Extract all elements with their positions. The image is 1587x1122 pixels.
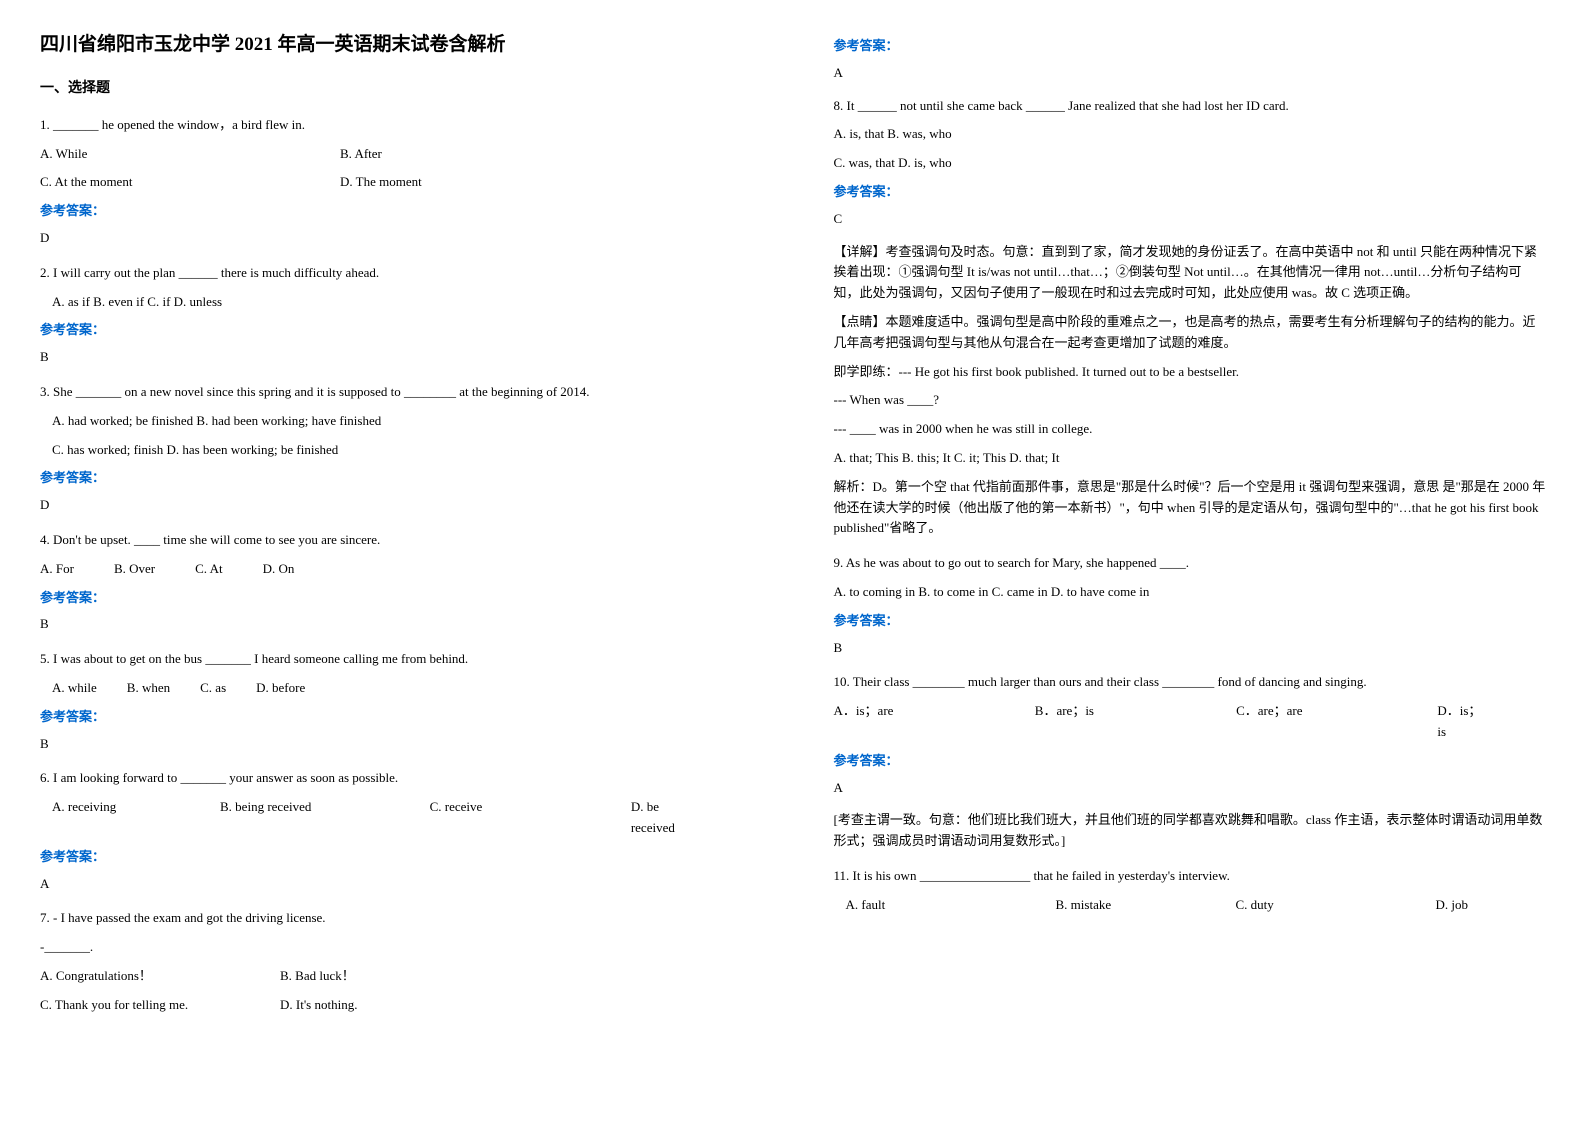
q1-options-row2: C. At the moment D. The moment: [40, 172, 754, 193]
question-4: 4. Don't be upset. ____ time she will co…: [40, 530, 754, 635]
q4-optA: A. For: [40, 559, 74, 580]
q8-exp1: 【详解】考查强调句及时态。句意：直到到了家，简才发现她的身份证丢了。在高中英语中…: [834, 242, 1548, 304]
q9-text: 9. As he was about to go out to search f…: [834, 553, 1548, 574]
q1-optB: B. After: [340, 144, 382, 165]
q6-text: 6. I am looking forward to _______ your …: [40, 768, 754, 789]
q7-text2: -_______.: [40, 937, 754, 958]
q4-optB: B. Over: [114, 559, 155, 580]
q6-optD: D. be received: [631, 797, 694, 839]
question-8: 8. It ______ not until she came back ___…: [834, 96, 1548, 540]
q6-optA: A. receiving: [52, 797, 160, 839]
q7-answer-label: 参考答案：: [834, 36, 1548, 57]
q4-options: A. For B. Over C. At D. On: [40, 559, 754, 580]
q1-optC: C. At the moment: [40, 172, 280, 193]
q11-text: 11. It is his own _________________ that…: [834, 866, 1548, 887]
q7-options-row2: C. Thank you for telling me. D. It's not…: [40, 995, 754, 1016]
q1-options-row1: A. While B. After: [40, 144, 754, 165]
q8-options1: A. is, that B. was, who: [834, 124, 1548, 145]
q7-optD: D. It's nothing.: [280, 995, 357, 1016]
q2-answer: B: [40, 347, 754, 368]
q4-answer-label: 参考答案：: [40, 588, 754, 609]
q7-text: 7. - I have passed the exam and got the …: [40, 908, 754, 929]
question-1: 1. _______ he opened the window，a bird f…: [40, 115, 754, 249]
q11-options: A. fault B. mistake C. duty D. job: [846, 895, 1548, 916]
q5-options: A. while B. when C. as D. before: [52, 678, 754, 699]
q8-exp2: 【点睛】本题难度适中。强调句型是高中阶段的重难点之一，也是高考的热点，需要考生有…: [834, 312, 1548, 354]
q7-options-row1: A. Congratulations！ B. Bad luck！: [40, 966, 754, 987]
q8-exp3: 即学即练：--- He got his first book published…: [834, 362, 1548, 383]
q8-answer: C: [834, 209, 1548, 230]
q8-answer-label: 参考答案：: [834, 182, 1548, 203]
q10-answer-label: 参考答案：: [834, 751, 1548, 772]
q10-options: A．is；are B．are；is C．are；are D．is；is: [834, 701, 1548, 743]
q5-optB: B. when: [127, 678, 170, 699]
q5-answer-label: 参考答案：: [40, 707, 754, 728]
q9-options: A. to coming in B. to come in C. came in…: [834, 582, 1548, 603]
q11-optB: B. mistake: [1056, 895, 1176, 916]
question-10: 10. Their class ________ much larger tha…: [834, 672, 1548, 852]
q7-answer: A: [834, 63, 1548, 84]
q8-text: 8. It ______ not until she came back ___…: [834, 96, 1548, 117]
q8-exp6: A. that; This B. this; It C. it; This D.…: [834, 448, 1548, 469]
q1-optA: A. While: [40, 144, 280, 165]
q2-answer-label: 参考答案：: [40, 320, 754, 341]
q10-optD: D．is；is: [1437, 701, 1487, 743]
q5-optD: D. before: [256, 678, 305, 699]
left-column: 四川省绵阳市玉龙中学 2021 年高一英语期末试卷含解析 一、选择题 1. __…: [0, 0, 794, 1122]
q5-answer: B: [40, 734, 754, 755]
q3-answer: D: [40, 495, 754, 516]
q1-text: 1. _______ he opened the window，a bird f…: [40, 115, 754, 136]
q8-exp7: 解析：D。第一个空 that 代指前面那件事，意思是"那是什么时候"？后一个空是…: [834, 477, 1548, 539]
q4-answer: B: [40, 614, 754, 635]
q7-optB: B. Bad luck！: [280, 966, 355, 987]
section-heading: 一、选择题: [40, 78, 754, 100]
q10-exp: [考查主谓一致。句意：他们班比我们班大，并且他们班的同学都喜欢跳舞和唱歌。cla…: [834, 810, 1548, 852]
q11-optC: C. duty: [1236, 895, 1376, 916]
q3-answer-label: 参考答案：: [40, 468, 754, 489]
question-6: 6. I am looking forward to _______ your …: [40, 768, 754, 894]
q6-options: A. receiving B. being received C. receiv…: [52, 797, 754, 839]
q8-options2: C. was, that D. is, who: [834, 153, 1548, 174]
question-9: 9. As he was about to go out to search f…: [834, 553, 1548, 658]
q1-optD: D. The moment: [340, 172, 422, 193]
q10-text: 10. Their class ________ much larger tha…: [834, 672, 1548, 693]
q4-text: 4. Don't be upset. ____ time she will co…: [40, 530, 754, 551]
page-title: 四川省绵阳市玉龙中学 2021 年高一英语期末试卷含解析: [40, 30, 754, 60]
q10-answer: A: [834, 778, 1548, 799]
q4-optC: C. At: [195, 559, 222, 580]
question-11: 11. It is his own _________________ that…: [834, 866, 1548, 916]
q10-optA: A．is；are: [834, 701, 975, 743]
q6-answer: A: [40, 874, 754, 895]
q11-optA: A. fault: [846, 895, 996, 916]
question-5: 5. I was about to get on the bus _______…: [40, 649, 754, 754]
q7-optA: A. Congratulations！: [40, 966, 220, 987]
q5-text: 5. I was about to get on the bus _______…: [40, 649, 754, 670]
right-column: 参考答案： A 8. It ______ not until she came …: [794, 0, 1587, 1122]
q10-optB: B．are；is: [1035, 701, 1176, 743]
q8-exp5: --- ____ was in 2000 when he was still i…: [834, 419, 1548, 440]
q10-optC: C．are；are: [1236, 701, 1377, 743]
q2-options: A. as if B. even if C. if D. unless: [52, 292, 754, 313]
q9-answer-label: 参考答案：: [834, 611, 1548, 632]
q9-answer: B: [834, 638, 1548, 659]
q2-text: 2. I will carry out the plan ______ ther…: [40, 263, 754, 284]
question-2: 2. I will carry out the plan ______ ther…: [40, 263, 754, 368]
question-7: 7. - I have passed the exam and got the …: [40, 908, 754, 1015]
q5-optA: A. while: [52, 678, 97, 699]
q5-optC: C. as: [200, 678, 226, 699]
q6-optC: C. receive: [430, 797, 571, 839]
q4-optD: D. On: [263, 559, 295, 580]
question-3: 3. She _______ on a new novel since this…: [40, 382, 754, 516]
q6-answer-label: 参考答案：: [40, 847, 754, 868]
q3-options1: A. had worked; be finished B. had been w…: [52, 411, 754, 432]
q3-options2: C. has worked; finish D. has been workin…: [52, 440, 754, 461]
q6-optB: B. being received: [220, 797, 370, 839]
q3-text: 3. She _______ on a new novel since this…: [40, 382, 754, 403]
q1-answer: D: [40, 228, 754, 249]
q8-exp4: --- When was ____?: [834, 390, 1548, 411]
q7-optC: C. Thank you for telling me.: [40, 995, 220, 1016]
q11-optD: D. job: [1436, 895, 1469, 916]
q1-answer-label: 参考答案：: [40, 201, 754, 222]
